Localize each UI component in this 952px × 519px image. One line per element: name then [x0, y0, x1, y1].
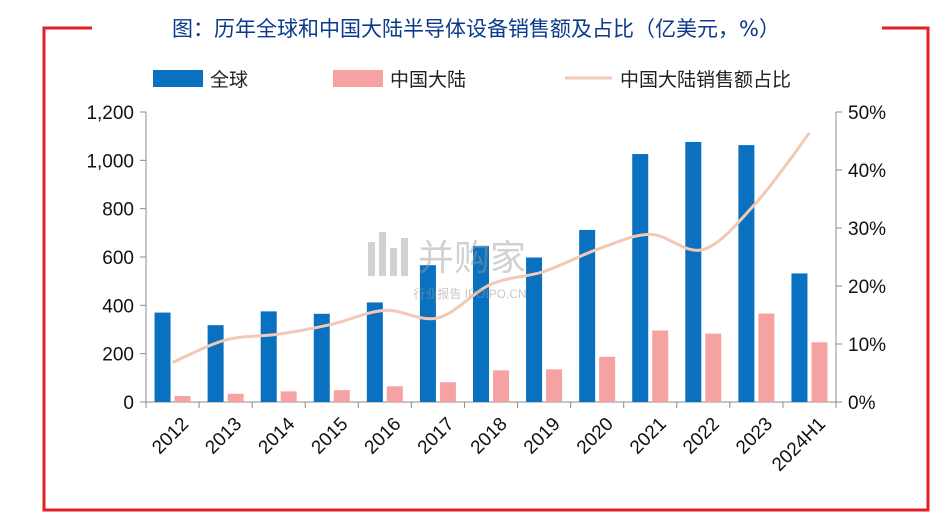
axes: 0 200 400 600 800 1,000 1,200 0% 10% 20% 30% 40% 50%: [86, 103, 886, 414]
bar-china: [758, 313, 775, 402]
watermark-logo: [368, 232, 408, 276]
bar-global: [526, 257, 543, 402]
chart-title: 图：历年全球和中国大陆半导体设备销售额及占比（亿美元，%）: [172, 17, 780, 41]
bar-china: [652, 330, 669, 402]
x-tick-label: 2015: [308, 414, 353, 459]
bar-global: [632, 154, 649, 402]
y-left-tick-label: 1,200: [86, 103, 134, 124]
bar-global: [419, 265, 436, 402]
share-line-layer: [171, 131, 811, 364]
y-left-tick-label: 200: [102, 345, 134, 366]
watermark-brand: 并购家: [418, 238, 526, 279]
bar-global: [366, 302, 383, 402]
bar-china: [333, 390, 350, 402]
y-left-tick-label: 1,000: [86, 151, 134, 172]
bar-china: [439, 382, 456, 402]
y-left-tick-label: 0: [123, 393, 134, 414]
x-tick-label: 2013: [201, 414, 246, 459]
bar-global: [738, 145, 755, 402]
y-right-tick-label: 0%: [848, 393, 876, 414]
legend-swatch-global: [153, 70, 203, 87]
x-tick-label: 2019: [520, 414, 565, 459]
line-share: [171, 131, 811, 364]
bar-china: [705, 333, 722, 402]
x-tick-label: 2022: [679, 414, 724, 459]
bar-global: [313, 313, 330, 402]
x-tick-label: 2021: [626, 414, 671, 459]
y-left-tick-label: 400: [102, 296, 134, 317]
bar-china: [227, 393, 244, 402]
bars: [154, 141, 828, 402]
x-tick-label: 2020: [573, 414, 618, 459]
red-frame: [42, 26, 930, 512]
y-right-tick-label: 30%: [848, 219, 886, 240]
bar-china: [546, 369, 563, 402]
x-tick-label: 2017: [414, 414, 459, 459]
bar-china: [280, 391, 297, 402]
y-right-tick-label: 40%: [848, 161, 886, 182]
legend-label-global: 全球: [210, 69, 248, 91]
x-tick-label: 2016: [361, 414, 406, 459]
y-right-tick-label: 50%: [848, 103, 886, 124]
bar-global: [685, 141, 702, 402]
x-axis-labels: 2012 2013 2014 2015 2016 2017 2018 2019 2020 2021…: [148, 413, 830, 475]
bar-global: [260, 311, 277, 402]
y-left-tick-label: 800: [102, 200, 134, 221]
bar-global: [154, 312, 171, 402]
bar-china: [811, 342, 828, 402]
y-left-tick-label: 600: [102, 248, 134, 269]
legend-label-share: 中国大陆销售额占比: [620, 69, 791, 91]
x-tick-label: 2012: [148, 414, 193, 459]
x-tick-label: 2023: [732, 414, 777, 459]
legend-swatch-china: [333, 70, 383, 87]
bar-global: [473, 246, 489, 402]
watermark-sub: 行业报告 IPOIPO.CN: [413, 286, 526, 301]
y-right-tick-label: 10%: [848, 335, 886, 356]
legend: 全球 中国大陆 中国大陆销售额占比: [153, 69, 791, 91]
bar-global: [207, 325, 224, 402]
bar-china: [599, 356, 616, 402]
x-tick-label: 2024H1: [768, 414, 830, 476]
bar-china: [174, 395, 191, 402]
bar-china: [493, 370, 509, 402]
watermark: 并购家 行业报告 IPOIPO.CN: [368, 232, 527, 301]
x-tick-label: 2018: [467, 414, 512, 459]
y-right-tick-label: 20%: [848, 277, 886, 298]
x-tick-label: 2014: [255, 413, 300, 458]
bar-global: [579, 229, 596, 402]
legend-label-china: 中国大陆: [390, 69, 466, 91]
bar-global: [791, 273, 808, 402]
bar-china: [386, 386, 403, 402]
